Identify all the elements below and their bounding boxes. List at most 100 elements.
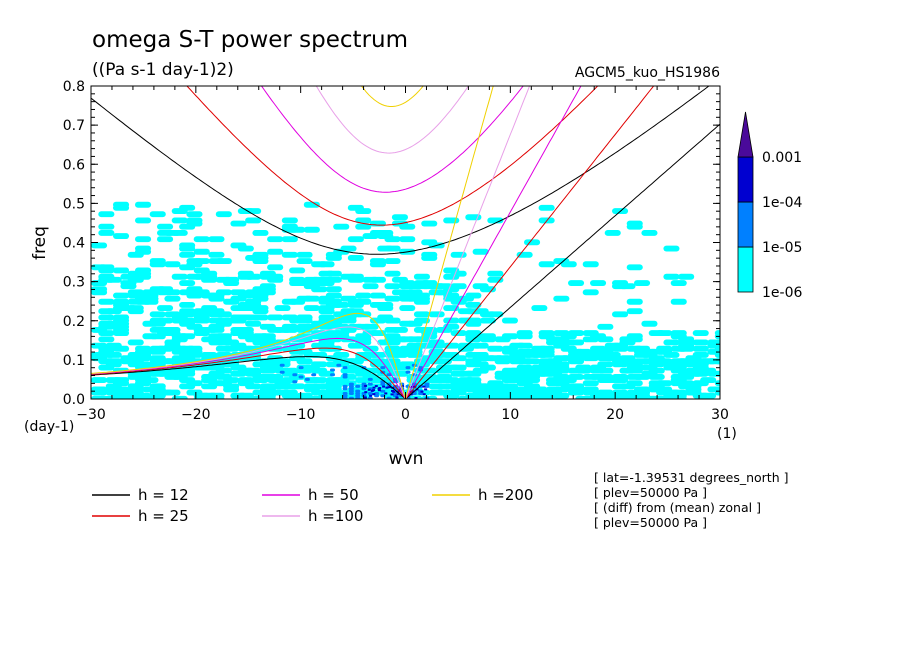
power-cell-1e-06 <box>303 226 320 233</box>
power-cell-1e-06 <box>582 386 599 393</box>
power-cell-1e-05 <box>342 387 348 391</box>
power-cell-1e-06 <box>597 323 614 330</box>
power-cell-1e-06 <box>384 283 401 290</box>
power-cell-1e-06 <box>237 245 254 252</box>
power-cell-1e-05 <box>311 373 317 377</box>
power-cell-1e-06 <box>670 389 687 396</box>
power-cell-1e-06 <box>597 367 614 374</box>
power-cell-1e-06 <box>98 330 115 336</box>
power-cell-1e-06 <box>421 220 438 227</box>
power-cell-1e-06 <box>670 298 687 305</box>
power-cell-1e-06 <box>524 358 541 365</box>
power-cell-1e-06 <box>700 377 717 383</box>
power-cell-1e-06 <box>670 280 687 286</box>
power-cell-1e-06 <box>281 251 298 258</box>
power-cell-1e-06 <box>157 236 174 243</box>
power-cell-1e-06 <box>663 352 680 358</box>
power-cell-1e-06 <box>597 361 614 368</box>
power-cell-1e-06 <box>479 364 496 371</box>
y-tick-label: 0.7 <box>63 118 85 134</box>
power-cell-1e-06 <box>612 311 629 318</box>
power-cell-1e-06 <box>267 314 284 321</box>
y-tick-label: 0.2 <box>63 314 85 330</box>
power-cell-1e-04 <box>388 386 392 389</box>
power-cell-1e-06 <box>479 333 496 340</box>
power-cell-1e-06 <box>597 336 614 343</box>
power-cell-1e-05 <box>361 366 367 370</box>
power-cell-1e-06 <box>289 383 306 390</box>
power-cell-1e-06 <box>208 251 225 258</box>
power-cell-1e-06 <box>215 333 232 340</box>
power-cell-1e-06 <box>245 208 262 214</box>
power-cell-1e-05 <box>374 394 380 398</box>
x-tick-label: −30 <box>76 407 106 423</box>
power-cell-1e-06 <box>113 314 130 321</box>
power-cell-1e-05 <box>367 377 373 381</box>
power-cell-1e-06 <box>127 339 144 346</box>
power-cell-1e-06 <box>267 248 284 255</box>
power-cell-1e-06 <box>714 330 720 336</box>
power-cell-1e-06 <box>384 317 401 324</box>
power-cell-1e-06 <box>274 358 291 365</box>
power-cell-1e-06 <box>237 327 254 333</box>
power-cell-1e-06 <box>179 333 196 340</box>
power-cell-1e-05 <box>298 375 304 379</box>
power-cell-1e-06 <box>413 292 430 299</box>
power-cell-1e-05 <box>386 382 392 386</box>
power-cell-1e-06 <box>377 230 394 236</box>
power-cell-1e-06 <box>179 317 196 324</box>
power-cell-1e-06 <box>296 333 313 340</box>
power-cell-1e-06 <box>274 339 291 346</box>
colorbar-level-label: 1e-06 <box>762 285 802 301</box>
power-cell-1e-04 <box>414 397 418 399</box>
power-cell-1e-04 <box>370 389 374 392</box>
power-cell-1e-06 <box>692 330 709 336</box>
power-cell-1e-06 <box>663 245 680 252</box>
power-cell-1e-05 <box>367 392 373 395</box>
power-cell-1e-05 <box>298 366 304 370</box>
colorbar-level-label: 1e-05 <box>762 240 802 256</box>
power-cell-1e-06 <box>164 327 181 333</box>
power-cell-1e-06 <box>384 245 401 252</box>
colorbar-arrow <box>737 111 754 158</box>
power-cell-1e-06 <box>479 317 496 324</box>
chart-title: omega S-T power spectrum <box>92 27 408 53</box>
power-cell-1e-06 <box>274 305 291 311</box>
power-cell-1e-06 <box>450 330 467 336</box>
power-cell-1e-06 <box>179 242 196 249</box>
power-cell-1e-06 <box>692 339 709 346</box>
power-cell-1e-06 <box>347 236 364 243</box>
power-cell-1e-06 <box>171 273 188 280</box>
power-cell-1e-06 <box>296 258 313 264</box>
power-cell-1e-06 <box>252 314 269 321</box>
power-cell-1e-04 <box>424 388 428 391</box>
power-field <box>91 201 720 399</box>
power-cell-1e-06 <box>369 292 386 299</box>
power-cell-1e-06 <box>98 264 115 271</box>
x-tick-label: −20 <box>181 407 211 423</box>
power-cell-1e-06 <box>377 302 394 308</box>
power-cell-1e-05 <box>355 392 361 395</box>
power-cell-1e-06 <box>91 286 108 293</box>
power-cell-1e-06 <box>164 295 181 302</box>
power-cell-1e-06 <box>98 230 115 236</box>
power-cell-1e-06 <box>399 361 416 368</box>
power-cell-1e-06 <box>369 220 386 227</box>
model-label: AGCM5_kuo_HS1986 <box>575 65 720 81</box>
power-cell-1e-06 <box>223 383 240 390</box>
power-cell-1e-06 <box>179 302 196 308</box>
power-cell-1e-06 <box>582 380 599 387</box>
power-cell-1e-06 <box>157 223 174 230</box>
colorbar-level-label: 0.001 <box>762 150 802 166</box>
power-cell-1e-06 <box>98 336 115 343</box>
power-cell-1e-06 <box>149 258 166 264</box>
colorbar-segment <box>737 156 754 203</box>
power-cell-1e-06 <box>443 317 460 324</box>
power-cell-1e-06 <box>245 367 262 374</box>
dispersion-rossby-h200 <box>91 312 406 399</box>
info-line: [ lat=-1.39531 degrees_north ] <box>594 470 788 485</box>
x-axis-unit: (1) <box>717 426 737 442</box>
power-cell-1e-06 <box>135 245 152 252</box>
power-cell-1e-06 <box>634 386 651 393</box>
power-cell-1e-05 <box>355 384 361 388</box>
